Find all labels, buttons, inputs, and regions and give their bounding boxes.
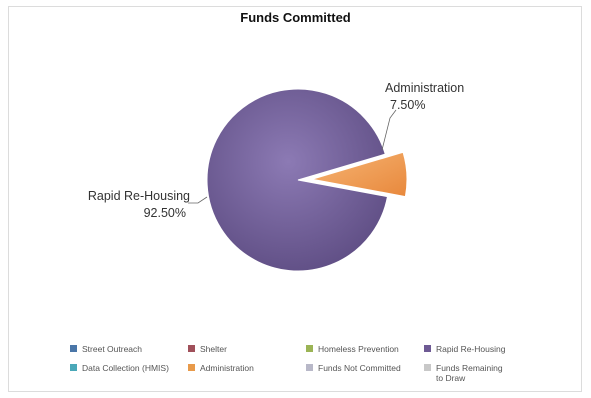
legend-label: Homeless Prevention (318, 344, 399, 354)
chart-title: Funds Committed (240, 10, 351, 25)
pie-slice-rapid-re-housing (206, 88, 389, 272)
legend-swatch (188, 345, 195, 352)
legend-item: Funds Not Committed (306, 363, 424, 383)
legend-item: Street Outreach (70, 344, 188, 354)
legend-swatch (306, 345, 313, 352)
legend-swatch (424, 364, 431, 371)
legend-label: Funds Remaining to Draw (436, 363, 503, 383)
legend-swatch (306, 364, 313, 371)
label-rapid-re-housing-name: Rapid Re-Housing (88, 189, 190, 203)
leader-line-rapid-re-housing (188, 196, 208, 204)
legend-label: Funds Not Committed (318, 363, 401, 373)
legend-label: Rapid Re-Housing (436, 344, 506, 354)
legend-swatch (70, 364, 77, 371)
legend-item: Homeless Prevention (306, 344, 424, 354)
legend-label: Administration (200, 363, 254, 373)
legend-label: Street Outreach (82, 344, 143, 354)
legend-item: Shelter (188, 344, 306, 354)
legend-swatch (188, 364, 195, 371)
legend-swatch (70, 345, 77, 352)
legend-item: Rapid Re-Housing (424, 344, 542, 354)
label-rapid-re-housing-value: 92.50% (144, 206, 186, 220)
label-administration-value: 7.50% (390, 98, 425, 112)
legend-item: Data Collection (HMIS) (70, 363, 188, 383)
legend-item: Funds Remaining to Draw (424, 363, 542, 383)
legend: Street Outreach Shelter Homeless Preventio… (70, 344, 550, 383)
legend-swatch (424, 345, 431, 352)
pie-slice-administration (311, 151, 408, 198)
legend-item: Administration (188, 363, 306, 383)
legend-label: Data Collection (HMIS) (82, 363, 169, 373)
label-administration-name: Administration (385, 81, 464, 95)
legend-label: Shelter (200, 344, 227, 354)
leader-line-administration (381, 109, 397, 151)
